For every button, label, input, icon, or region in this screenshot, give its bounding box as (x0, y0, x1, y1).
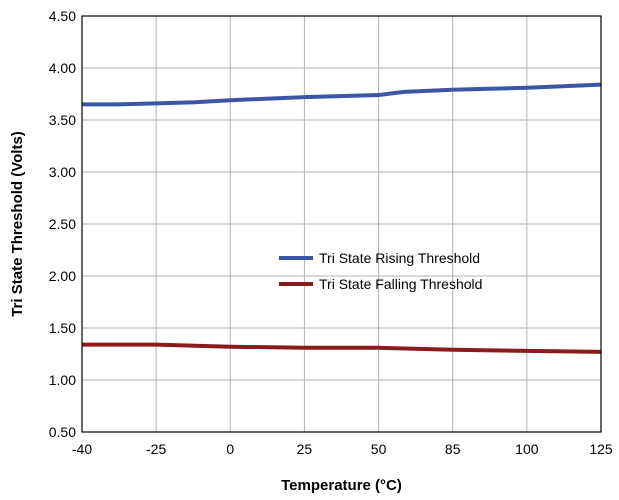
x-tick-labels: -40 -25 0 25 50 85 100 125 (72, 441, 613, 457)
plot-frame (81, 15, 602, 433)
y-axis-title: Tri State Threshold (Volts) (9, 131, 26, 317)
y-tick-label: 4.50 (49, 8, 76, 24)
x-tick-label: -25 (146, 441, 166, 457)
legend: Tri State Rising Threshold Tri State Fal… (279, 250, 482, 292)
x-axis-title: Temperature (°C) (281, 477, 402, 494)
x-tick-label: 25 (297, 441, 313, 457)
x-tick-label: 50 (371, 441, 387, 457)
series-line-0 (82, 82, 602, 107)
series-line-1 (82, 342, 602, 354)
y-tick-labels: 0.50 1.00 1.50 2.00 2.50 3.00 3.50 4.00 4.50 (49, 8, 76, 440)
y-tick-label: 0.50 (49, 424, 76, 440)
y-tick-label: 1.50 (49, 320, 76, 336)
grid (82, 16, 601, 432)
x-tick-label: -40 (72, 441, 92, 457)
y-tick-label: 3.50 (49, 112, 76, 128)
y-tick-label: 4.00 (49, 60, 76, 76)
y-tick-label: 2.00 (49, 268, 76, 284)
y-tick-label: 2.50 (49, 216, 76, 232)
x-tick-label: 125 (589, 441, 613, 457)
x-tick-label: 100 (515, 441, 539, 457)
y-tick-label: 1.00 (49, 372, 76, 388)
legend-label-falling: Tri State Falling Threshold (319, 276, 482, 292)
legend-label-rising: Tri State Rising Threshold (319, 250, 480, 266)
x-tick-label: 85 (445, 441, 461, 457)
x-tick-label: 0 (226, 441, 234, 457)
series-lines (82, 82, 602, 354)
y-tick-label: 3.00 (49, 164, 76, 180)
